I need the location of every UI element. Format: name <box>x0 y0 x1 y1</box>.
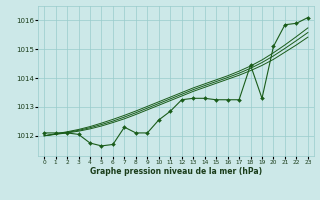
X-axis label: Graphe pression niveau de la mer (hPa): Graphe pression niveau de la mer (hPa) <box>90 167 262 176</box>
